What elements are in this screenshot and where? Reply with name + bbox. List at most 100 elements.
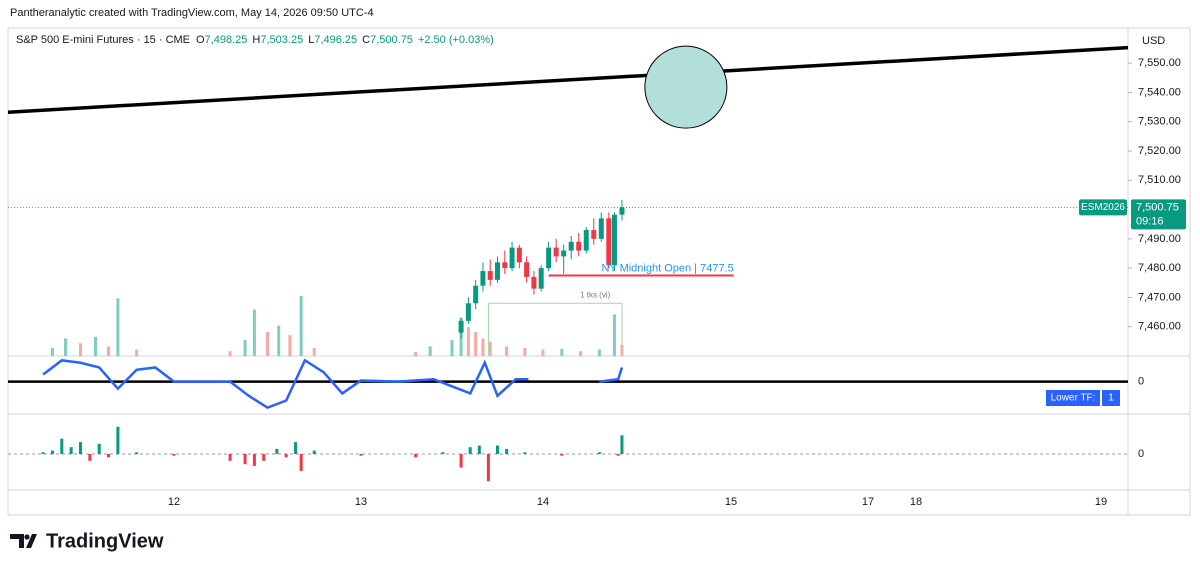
candle-body bbox=[502, 262, 508, 269]
candle-body bbox=[546, 247, 552, 269]
histogram-bar bbox=[135, 452, 139, 454]
candle-body bbox=[568, 241, 574, 251]
histogram-bar bbox=[79, 442, 82, 454]
x-tick-label: 18 bbox=[910, 496, 922, 508]
legend-value: 7,503.25 bbox=[260, 34, 303, 46]
y-tick-label: 7,530.00 bbox=[1138, 116, 1181, 128]
volume-bar bbox=[79, 343, 82, 356]
volume-bar bbox=[116, 298, 120, 356]
volume-bar bbox=[428, 346, 432, 356]
volume-bar bbox=[450, 340, 454, 356]
candle-body bbox=[561, 250, 567, 257]
x-tick-label: 13 bbox=[355, 496, 367, 508]
candle-body bbox=[487, 271, 493, 280]
x-tick-label: 19 bbox=[1095, 496, 1107, 508]
candle-body bbox=[531, 276, 537, 289]
volume-bar bbox=[579, 351, 583, 356]
volume-bar bbox=[228, 351, 232, 356]
volume-bar bbox=[488, 341, 492, 356]
osc-tick-label: 0 bbox=[1138, 376, 1144, 388]
volume-bar bbox=[252, 309, 256, 356]
y-tick-label: 7,550.00 bbox=[1138, 57, 1181, 69]
histogram-bar bbox=[252, 454, 256, 466]
candle-body bbox=[619, 207, 625, 215]
histogram-bar bbox=[496, 445, 499, 454]
histogram-bar bbox=[477, 445, 481, 454]
volume-bar bbox=[560, 348, 564, 356]
volume-bar bbox=[64, 338, 68, 356]
histogram-bar bbox=[60, 438, 64, 454]
symbol-label: ESM2026 bbox=[1081, 202, 1125, 213]
price-badge bbox=[1131, 199, 1186, 230]
candle-body bbox=[591, 230, 597, 239]
histogram-bar bbox=[50, 450, 54, 454]
legend-change: +2.50 (+0.03%) bbox=[418, 34, 494, 46]
histogram-bar bbox=[505, 448, 509, 454]
symbol-title: S&P 500 E-mini Futures · 15 · CME bbox=[16, 34, 190, 46]
logo-text: TradingView bbox=[46, 530, 164, 552]
volume-bar bbox=[107, 346, 111, 356]
x-tick-label: 17 bbox=[862, 496, 874, 508]
candle-body bbox=[606, 218, 612, 266]
trendline bbox=[8, 45, 1128, 114]
candle-body bbox=[473, 285, 479, 304]
candle-body bbox=[611, 214, 617, 266]
lower-tf-badge bbox=[1046, 390, 1100, 406]
candle-body bbox=[480, 271, 486, 286]
logo: TradingView bbox=[10, 530, 164, 552]
circle-marker bbox=[644, 45, 728, 129]
candle-body bbox=[509, 247, 515, 269]
hist-tick-label: 0 bbox=[1138, 448, 1144, 460]
legend-label: H bbox=[252, 34, 260, 46]
histogram-bar bbox=[41, 452, 45, 454]
legend-value: 7,496.25 bbox=[314, 34, 357, 46]
volume-bar bbox=[505, 346, 509, 356]
plot-area: 1 tks (vi) NY Midnight Open | 7477.5 bbox=[8, 45, 1128, 482]
y-tick-label: 7,480.00 bbox=[1138, 262, 1181, 274]
volume-bar bbox=[266, 332, 269, 356]
histogram-bar bbox=[116, 426, 120, 454]
symbol-badge bbox=[1079, 199, 1127, 216]
histogram-bar bbox=[468, 447, 472, 454]
volume-bar bbox=[288, 335, 292, 356]
volume-bar bbox=[523, 348, 527, 356]
histogram-bar bbox=[616, 454, 620, 456]
candle-body bbox=[576, 241, 582, 251]
volume-bar bbox=[612, 314, 616, 356]
legend-label: O bbox=[196, 34, 205, 46]
histogram-bar bbox=[441, 452, 445, 454]
histogram-bar bbox=[359, 454, 363, 456]
volume-bar bbox=[541, 349, 545, 356]
attribution: Pantheranalytic created with TradingView… bbox=[10, 7, 374, 19]
histogram-bar bbox=[243, 454, 247, 465]
y-tick-label: 7,470.00 bbox=[1138, 291, 1181, 303]
histogram-bar bbox=[459, 454, 463, 468]
histogram-bar bbox=[69, 447, 73, 454]
x-tick-label: 12 bbox=[168, 496, 180, 508]
candle-body bbox=[583, 230, 589, 251]
oscillator-line bbox=[599, 367, 624, 383]
y-tick-label: 7,460.00 bbox=[1138, 321, 1181, 333]
lower-tf-value: 1 bbox=[1108, 393, 1114, 404]
candle-body bbox=[458, 320, 464, 333]
range-note: 1 tks (vi) bbox=[580, 290, 611, 299]
volume-bar bbox=[243, 340, 247, 356]
volume-bar bbox=[93, 336, 97, 356]
price-label: 7,500.75 bbox=[1136, 201, 1179, 213]
currency: USD bbox=[1142, 35, 1165, 47]
candle-body bbox=[516, 247, 522, 263]
lower-tf-label: Lower TF: bbox=[1051, 393, 1096, 404]
lower-tf-value-badge bbox=[1102, 390, 1120, 406]
volume-bar bbox=[299, 296, 303, 356]
x-tick-label: 15 bbox=[725, 496, 737, 508]
volume-bar bbox=[414, 352, 418, 356]
histogram-bar bbox=[294, 442, 298, 454]
y-tick-label: 7,510.00 bbox=[1138, 174, 1181, 186]
chart-frame bbox=[7, 27, 1191, 516]
y-tick-label: 7,490.00 bbox=[1138, 233, 1181, 245]
candle-body bbox=[538, 268, 544, 289]
oscillator-line bbox=[42, 358, 529, 410]
histogram-bar bbox=[97, 443, 101, 454]
histogram-bar bbox=[312, 450, 316, 454]
